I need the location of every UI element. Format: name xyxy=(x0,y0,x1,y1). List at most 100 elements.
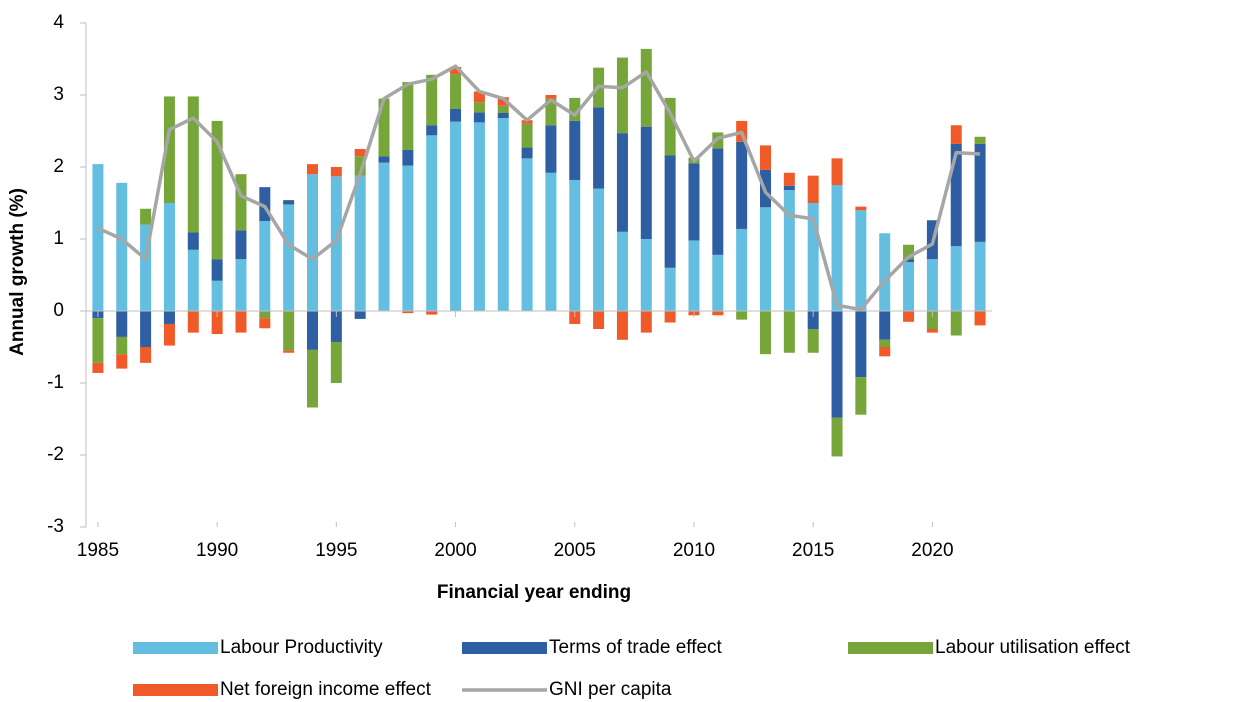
bar xyxy=(616,57,628,134)
y-tick-label: -2 xyxy=(47,444,64,465)
y-tick-label: -3 xyxy=(47,516,64,537)
bar xyxy=(903,311,915,322)
y-tick-label: 2 xyxy=(53,156,64,177)
bar xyxy=(760,207,771,311)
bar xyxy=(211,311,223,335)
bar xyxy=(664,97,676,156)
bar xyxy=(307,174,318,311)
bar xyxy=(140,347,152,363)
bar xyxy=(235,311,247,333)
legend-swatch xyxy=(133,684,218,696)
bar xyxy=(92,164,104,311)
bar xyxy=(855,206,867,211)
bar xyxy=(450,121,462,311)
bar xyxy=(473,91,485,103)
legend-label: Labour Productivity xyxy=(220,637,383,658)
bar xyxy=(497,105,509,113)
bar xyxy=(402,311,414,314)
bar xyxy=(426,135,438,311)
bar xyxy=(569,311,581,324)
bar xyxy=(831,417,843,457)
bar xyxy=(974,136,986,144)
bar xyxy=(283,200,295,205)
y-axis-title: Annual growth (%) xyxy=(7,188,28,356)
bar xyxy=(760,145,771,170)
bar xyxy=(450,108,462,122)
bar xyxy=(259,221,271,311)
bar xyxy=(521,120,533,124)
bar xyxy=(92,318,104,363)
bar xyxy=(497,118,509,311)
bar xyxy=(545,125,557,173)
bar xyxy=(283,350,295,353)
x-tick-label: 2010 xyxy=(673,540,715,561)
bar xyxy=(712,311,724,316)
bar xyxy=(783,185,795,191)
bar xyxy=(760,311,771,355)
bar xyxy=(116,182,128,311)
bar xyxy=(521,158,533,311)
bar xyxy=(187,96,199,233)
bar xyxy=(426,74,438,126)
bar xyxy=(426,125,438,136)
bar xyxy=(402,165,414,311)
bar xyxy=(92,362,104,373)
bar xyxy=(640,48,652,127)
bar xyxy=(926,311,938,329)
bar xyxy=(402,82,414,150)
bar xyxy=(974,311,986,326)
bar xyxy=(307,311,318,350)
bar xyxy=(163,311,175,324)
bar xyxy=(402,149,414,166)
bar xyxy=(903,244,915,260)
bar xyxy=(879,311,891,340)
bar xyxy=(593,188,605,311)
legend-label: Labour utilisation effect xyxy=(935,637,1131,658)
bar xyxy=(664,311,676,323)
bar xyxy=(116,311,128,337)
x-tick-label: 2000 xyxy=(434,540,476,561)
bar xyxy=(354,149,366,157)
y-tick-label: 1 xyxy=(53,228,64,249)
bar xyxy=(783,190,795,311)
bar xyxy=(926,329,938,333)
bar xyxy=(497,113,509,119)
bar xyxy=(187,311,199,333)
bar xyxy=(450,74,462,109)
legend-swatch xyxy=(133,642,218,654)
legend-label: Net foreign income effect xyxy=(220,679,432,700)
bar xyxy=(140,311,152,347)
bar xyxy=(473,112,485,123)
bar xyxy=(473,122,485,311)
bar xyxy=(187,232,199,250)
bar xyxy=(831,311,843,418)
bar xyxy=(640,126,652,239)
bar xyxy=(783,311,795,353)
bar xyxy=(307,164,318,175)
legend-swatch xyxy=(848,642,933,654)
bar xyxy=(569,97,581,121)
bar xyxy=(140,224,152,311)
x-tick-label: 1990 xyxy=(196,540,238,561)
bar xyxy=(616,133,628,232)
bar xyxy=(330,341,342,383)
legend-swatch xyxy=(462,642,547,654)
bar xyxy=(259,318,271,329)
bar xyxy=(473,102,485,113)
bar xyxy=(187,249,199,311)
bar xyxy=(140,208,152,225)
bar xyxy=(974,143,986,242)
bar xyxy=(378,98,390,157)
y-tick-label: 3 xyxy=(53,84,64,105)
bar xyxy=(283,311,295,351)
bar xyxy=(950,125,962,144)
bar xyxy=(283,204,295,311)
bar xyxy=(926,259,938,311)
bar xyxy=(736,228,748,311)
bar xyxy=(330,167,342,177)
bar xyxy=(211,120,223,260)
bar xyxy=(974,241,986,311)
x-tick-label: 2020 xyxy=(911,540,953,561)
bar xyxy=(116,354,128,369)
bar xyxy=(545,98,557,126)
